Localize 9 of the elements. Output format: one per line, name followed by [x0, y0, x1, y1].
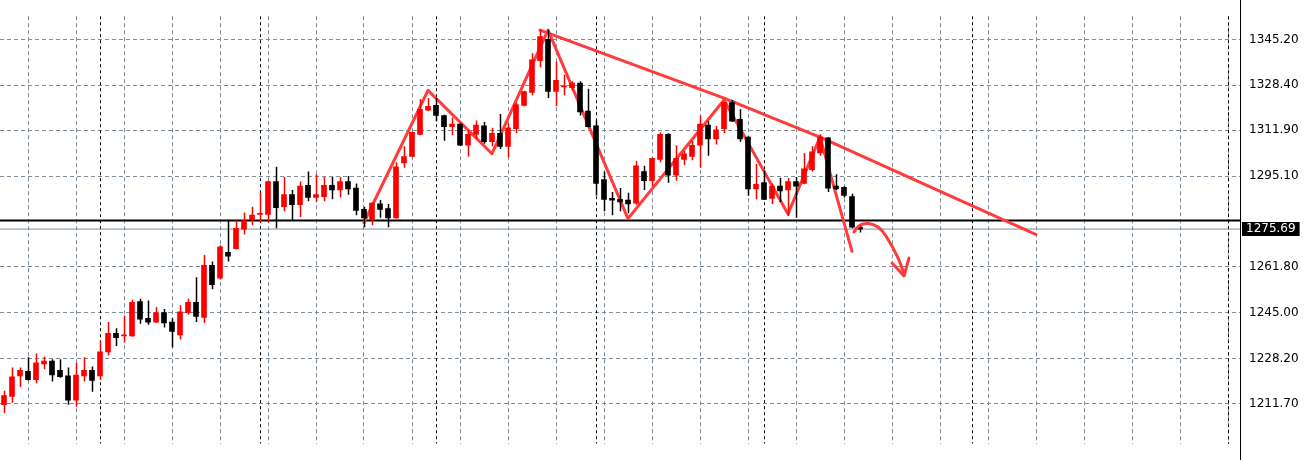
y-tick-label: 1328.40	[1249, 77, 1299, 92]
y-tick-label: 1211.70	[1249, 395, 1299, 410]
y-tick-label: 1261.80	[1249, 259, 1299, 274]
y-tick-label: 1345.20	[1249, 31, 1299, 46]
y-tick-label: 1228.20	[1249, 350, 1299, 365]
y-tick-label: 1245.00	[1249, 304, 1299, 319]
ref-line-label: 1275.69	[1246, 221, 1296, 236]
y-tick-label: 1295.10	[1249, 168, 1299, 183]
y-tick-label: 1311.90	[1249, 122, 1299, 137]
